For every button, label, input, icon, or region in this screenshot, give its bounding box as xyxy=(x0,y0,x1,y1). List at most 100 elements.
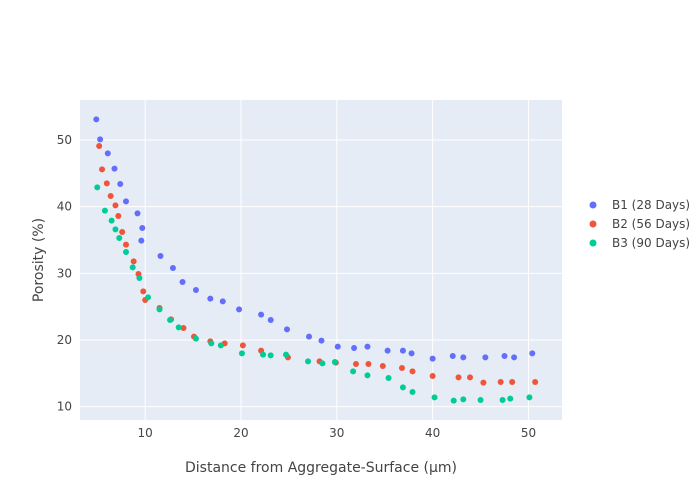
data-point xyxy=(398,365,405,371)
data-point xyxy=(334,343,341,350)
legend-label: B1 (28 Days) xyxy=(612,198,690,212)
legend: B1 (28 Days) B2 (56 Days) B3 (90 Days) xyxy=(589,198,690,250)
data-point xyxy=(93,116,100,123)
legend-marker xyxy=(589,201,597,209)
data-point xyxy=(156,306,163,313)
data-point xyxy=(431,394,438,401)
x-tick-label: 20 xyxy=(233,426,248,440)
data-point xyxy=(192,287,199,293)
data-point xyxy=(117,181,124,187)
data-point xyxy=(236,306,243,313)
y-tick-labels: 10 20 30 40 50 xyxy=(57,133,72,414)
legend-label: B3 (90 Days) xyxy=(612,236,690,250)
data-point xyxy=(429,355,436,362)
data-point xyxy=(115,213,122,219)
legend-marker xyxy=(589,239,597,247)
data-point xyxy=(350,368,357,375)
data-point xyxy=(455,374,462,381)
y-tick-label: 40 xyxy=(57,200,72,214)
data-point xyxy=(104,150,111,157)
y-tick-label: 20 xyxy=(57,333,72,347)
x-tick-label: 50 xyxy=(521,426,536,440)
data-point xyxy=(408,350,415,357)
data-point xyxy=(94,184,101,191)
data-point xyxy=(238,350,245,357)
data-point xyxy=(409,368,416,375)
x-tick-label: 10 xyxy=(138,426,153,440)
data-point xyxy=(497,379,504,385)
data-point xyxy=(507,395,514,402)
data-point xyxy=(175,324,182,331)
data-point xyxy=(384,347,391,354)
data-point xyxy=(239,342,246,349)
data-point xyxy=(140,288,147,295)
data-point xyxy=(219,298,226,305)
data-point xyxy=(450,397,457,404)
data-point xyxy=(122,241,129,248)
data-point xyxy=(112,202,119,209)
data-points xyxy=(93,116,539,404)
data-point xyxy=(499,397,506,403)
data-point xyxy=(467,374,474,381)
data-point xyxy=(526,394,533,401)
data-point xyxy=(460,354,467,361)
data-point xyxy=(482,354,489,361)
data-point xyxy=(283,326,290,333)
data-point xyxy=(145,294,152,301)
data-point xyxy=(449,353,456,359)
x-tick-labels: 10 20 30 40 50 xyxy=(138,426,537,440)
data-point xyxy=(157,253,164,259)
data-point xyxy=(460,396,467,403)
data-point xyxy=(501,353,508,359)
series-3 xyxy=(94,184,533,404)
series-1 xyxy=(93,116,536,362)
data-point xyxy=(399,384,406,391)
data-point xyxy=(99,166,106,173)
data-point xyxy=(180,325,187,331)
plot-background xyxy=(80,100,562,420)
y-axis-title: Porosity (%) xyxy=(31,218,47,302)
data-point xyxy=(409,389,416,395)
data-point xyxy=(136,275,143,281)
grid-lines xyxy=(80,100,562,420)
y-tick-label: 50 xyxy=(57,133,72,147)
legend-marker xyxy=(589,220,597,228)
data-point xyxy=(319,360,326,367)
data-point xyxy=(399,347,406,354)
data-point xyxy=(208,340,215,347)
data-point xyxy=(480,379,487,386)
y-tick-label: 10 xyxy=(57,400,72,414)
data-point xyxy=(267,352,274,359)
data-point xyxy=(97,136,104,143)
data-point xyxy=(365,361,372,367)
x-tick-label: 30 xyxy=(329,426,344,440)
data-point xyxy=(116,235,123,241)
data-point xyxy=(532,379,539,385)
data-point xyxy=(101,207,108,214)
data-point xyxy=(112,226,119,233)
data-point xyxy=(283,351,290,358)
data-point xyxy=(111,165,118,172)
data-point xyxy=(351,345,358,351)
x-tick-label: 40 xyxy=(425,426,440,440)
data-point xyxy=(217,342,224,349)
data-point xyxy=(134,210,141,217)
data-point xyxy=(138,237,145,244)
data-point xyxy=(130,258,137,265)
data-point xyxy=(477,397,484,403)
legend-label: B2 (56 Days) xyxy=(612,217,690,231)
data-point xyxy=(258,311,265,318)
data-point xyxy=(167,317,174,323)
data-point xyxy=(267,317,274,323)
data-point xyxy=(179,279,186,285)
data-point xyxy=(96,143,103,149)
data-point xyxy=(306,333,313,340)
data-point xyxy=(529,350,536,357)
data-point xyxy=(509,379,516,385)
data-point xyxy=(385,375,392,381)
data-point xyxy=(122,198,129,205)
data-point xyxy=(318,337,325,344)
data-point xyxy=(192,335,199,342)
data-point xyxy=(260,351,267,358)
